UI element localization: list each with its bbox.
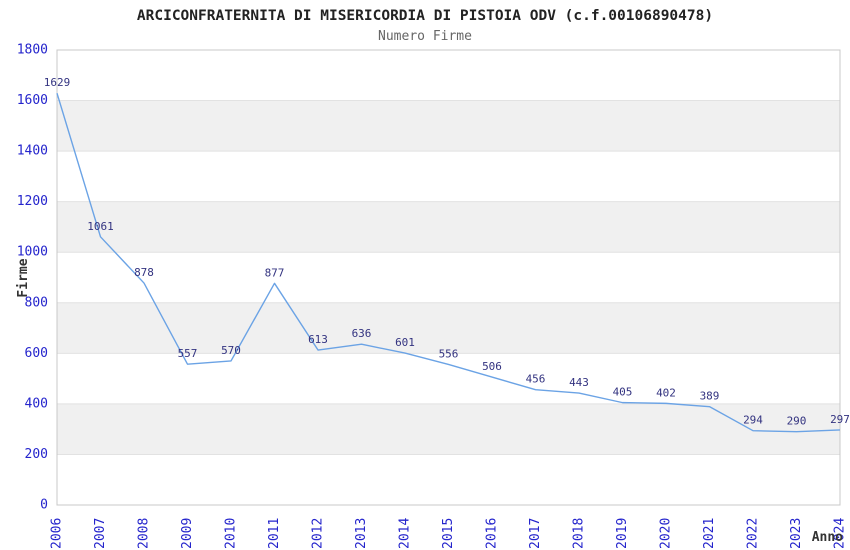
y-tick-label: 1200 [17,194,48,209]
x-tick-label: 2011 [267,518,282,549]
y-tick-label: 400 [25,396,48,411]
value-label: 294 [743,414,763,427]
value-label: 1629 [44,76,71,89]
value-label: 389 [700,390,720,403]
value-label: 1061 [87,220,114,233]
value-label: 402 [656,386,676,399]
y-tick-label: 600 [25,346,48,361]
value-label: 557 [178,347,198,360]
y-tick-label: 1000 [17,245,48,260]
y-tick-label: 0 [40,498,48,513]
value-label: 601 [395,336,415,349]
x-tick-label: 2024 [833,518,848,549]
x-tick-label: 2007 [93,518,108,549]
x-tick-label: 2017 [528,518,543,549]
x-tick-label: 2012 [311,518,326,549]
y-tick-label: 1400 [17,144,48,159]
value-label: 613 [308,333,328,346]
x-tick-label: 2019 [615,518,630,549]
value-label: 556 [439,347,459,360]
plot-border [56,49,841,506]
background-bands [57,100,840,455]
x-tick-label: 2018 [572,518,587,549]
x-tick-label: 2022 [746,518,761,549]
x-tick-label: 2014 [398,518,413,549]
y-axis-tick-labels: 0 200 400 600 800 1000 1200 1400 1600 1800 [17,43,48,513]
x-axis-tick-labels: 2006 2007 2008 2009 2010 2011 2012 2013 2014 2015… [50,518,848,549]
value-label: 506 [482,360,502,373]
value-label: 297 [830,413,850,426]
x-tick-label: 2015 [441,518,456,549]
x-tick-label: 2009 [180,518,195,549]
band [57,302,840,354]
x-tick-label: 2020 [659,518,674,549]
y-tick-label: 1600 [17,93,48,108]
series-line [56,93,841,433]
x-tick-label: 2013 [354,518,369,549]
value-label: 636 [352,327,372,340]
x-tick-label: 2010 [224,518,239,549]
value-label: 443 [569,376,589,389]
y-axis-label: Firme [16,258,31,297]
value-label: 570 [221,344,241,357]
chart-title: ARCICONFRATERNITA DI MISERICORDIA DI PIS… [137,8,713,24]
band [57,201,840,253]
value-label: 290 [787,415,807,428]
chart-subtitle: Numero Firme [378,29,472,44]
value-label: 878 [134,266,154,279]
x-tick-label: 2008 [137,518,152,549]
value-labels: 1629 1061 878 557 570 877 613 636 601 556 506 456 44… [44,76,850,427]
y-tick-label: 200 [25,447,48,462]
x-tick-label: 2016 [485,518,500,549]
value-label: 877 [265,266,285,279]
x-tick-label: 2021 [702,518,717,549]
band [57,403,840,455]
y-tick-label: 800 [25,295,48,310]
y-tick-label: 1800 [17,43,48,58]
x-axis-label: Anno [812,530,843,545]
x-tick-label: 2023 [789,518,804,549]
value-label: 405 [613,386,633,399]
grid-lines [57,100,840,455]
value-label: 456 [526,373,546,386]
x-tick-label: 2006 [50,518,65,549]
band [57,100,840,152]
